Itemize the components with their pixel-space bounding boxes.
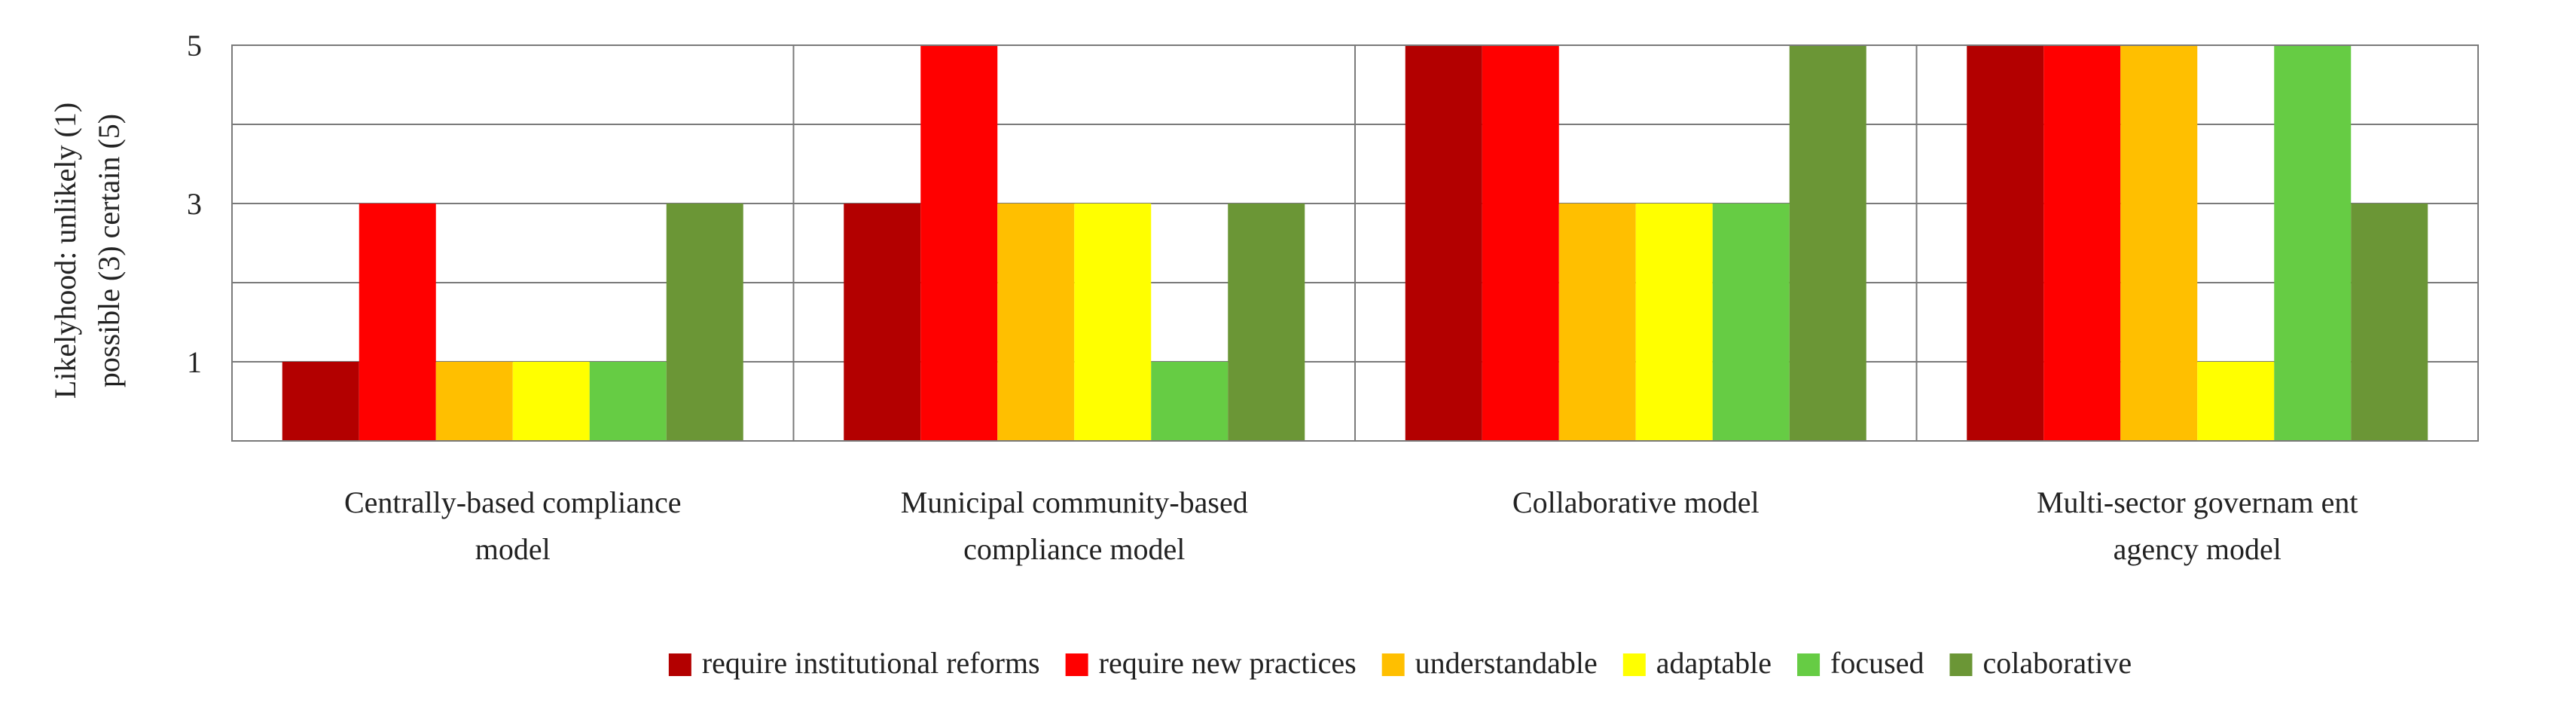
bar [1482,45,1559,441]
y-tick-label: 5 [187,29,202,63]
bar [282,362,359,441]
bar [512,362,590,441]
bar [666,203,743,441]
legend-label: understandable [1415,646,1598,680]
y-tick-label: 1 [187,345,202,379]
bar [1635,203,1713,441]
bar [2274,45,2352,441]
legend-label: adaptable [1656,646,1772,680]
y-axis-title: Likelyhood: unlikely (1) possible (3) cer… [48,103,126,399]
legend-item: focused [1797,646,1924,680]
bar [920,45,998,441]
legend-item: adaptable [1622,646,1772,680]
legend-swatch [668,653,691,676]
legend-item: understandable [1381,646,1598,680]
legend-swatch [1797,653,1821,676]
bar [1712,203,1790,441]
plot-frame [231,44,2479,442]
category-label: Municipal community-based [901,485,1248,519]
bar-layer [282,45,2428,441]
legend-item: require institutional reforms [668,646,1040,680]
bar [1405,45,1482,441]
bar [359,203,436,441]
legend-item: require new practices [1065,646,1357,680]
category-label: model [475,532,551,566]
bar [2043,45,2121,441]
category-label: agency model [2114,532,2281,566]
category-label: Multi-sector governam ent [2037,485,2358,519]
bar [1074,203,1152,441]
legend-label: colaborative [1982,646,2132,680]
legend: require institutional reforms require new… [668,646,2132,680]
legend-swatch [1949,653,1973,676]
legend-swatch [1381,653,1405,676]
plot-border [231,44,2479,442]
x-category-labels: Centrally-based compliance model Municipal… [344,485,2358,566]
bar [589,362,667,441]
legend-swatch [1622,653,1646,676]
bar [1151,362,1228,441]
category-label: Collaborative model [1512,485,1760,519]
category-label: Centrally-based compliance [344,485,682,519]
category-label: compliance model [963,532,1185,566]
bar [2197,362,2275,441]
bar [2351,203,2428,441]
y-axis-title-line: Likelyhood: unlikely (1) [48,103,82,399]
legend-label: require new practices [1099,646,1357,680]
y-tick-labels: 1 3 5 [187,29,202,379]
bar [435,362,513,441]
legend-label: require institutional reforms [702,646,1040,680]
bar [1228,203,1305,441]
legend-label: focused [1830,646,1924,680]
bar [2120,45,2198,441]
bar [1789,45,1866,441]
legend-swatch [1065,653,1088,676]
y-axis-title-line: possible (3) certain (5) [92,114,126,387]
legend-item: colaborative [1949,646,2132,680]
bar [1558,203,1636,441]
y-tick-label: 3 [187,187,202,221]
bar [844,203,921,441]
bar [1967,45,2044,441]
bar [997,203,1075,441]
